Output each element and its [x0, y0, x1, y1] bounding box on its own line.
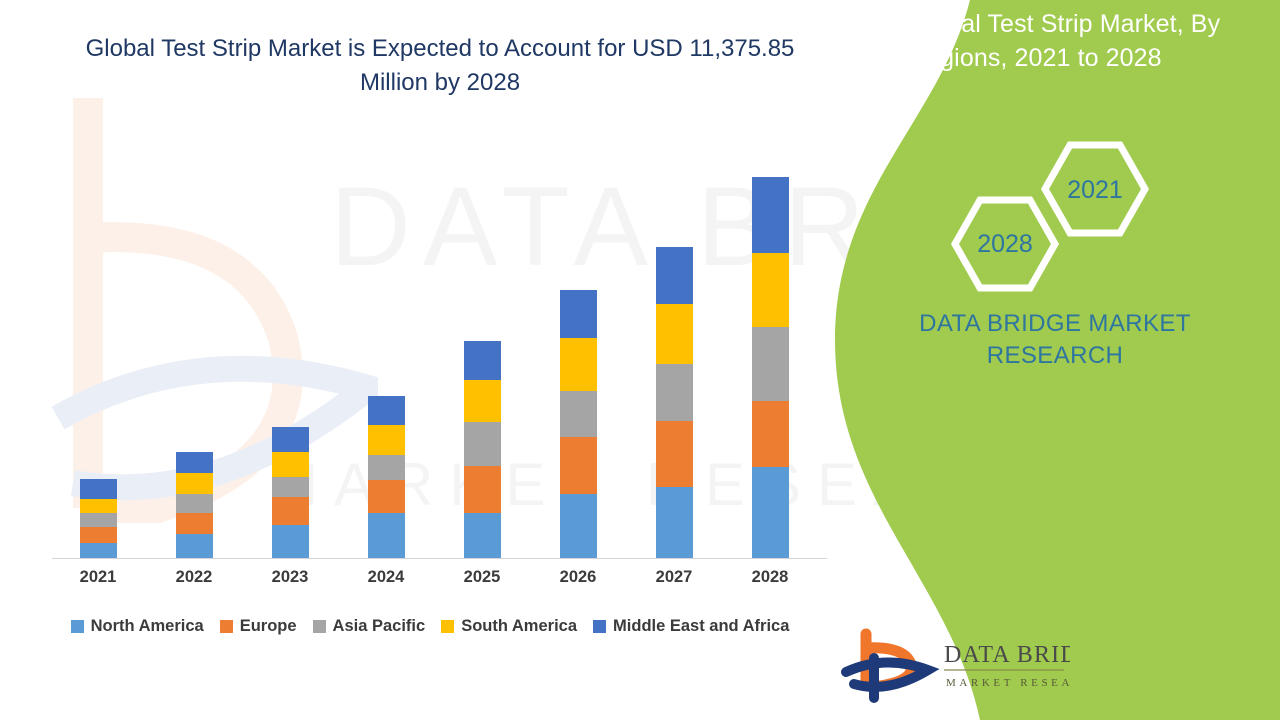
logo-primary-text: DATA BRIDGE	[944, 642, 1070, 668]
bar-segment-north-america	[272, 525, 309, 558]
x-tick-2028: 2028	[751, 568, 789, 586]
legend-item-asia-pacific[interactable]: Asia Pacific	[312, 617, 426, 636]
bar-segment-middle-east-and-africa	[80, 479, 117, 499]
bar-segment-europe	[272, 497, 309, 525]
legend-swatch-icon	[593, 620, 607, 633]
bar-2023	[272, 427, 309, 558]
bar-segment-europe	[80, 527, 117, 543]
bar-segment-south-america	[80, 499, 117, 513]
x-tick-2025: 2025	[463, 568, 501, 586]
bar-segment-north-america	[752, 467, 789, 558]
x-tick-2021: 2021	[79, 568, 117, 586]
bar-segment-asia-pacific	[560, 391, 597, 437]
hexagon-back-label: 2028	[977, 230, 1033, 258]
legend-swatch-icon	[219, 620, 233, 633]
brand-name: DATA BRIDGE MARKET RESEARCH	[919, 310, 1191, 370]
x-axis-line	[52, 558, 827, 559]
bar-segment-south-america	[464, 380, 501, 422]
bar-segment-europe	[368, 480, 405, 513]
bar-segment-north-america	[368, 513, 405, 558]
dbmr-logo: DATA BRIDGE MARKET RESEARCH	[840, 628, 1070, 704]
hexagon-badges: 2028 2021	[892, 130, 1232, 295]
x-axis-labels: 2021 2022 2023 2024 2025 2026 2027 2028	[0, 568, 860, 596]
legend-label: Asia Pacific	[332, 617, 426, 635]
bar-segment-asia-pacific	[176, 494, 213, 513]
bar-segment-europe	[176, 513, 213, 534]
hexagon-back-shape	[950, 196, 1060, 292]
chart-legend: North America Europe Asia Pacific South Ame…	[0, 617, 860, 636]
bar-segment-asia-pacific	[368, 455, 405, 480]
bar-segment-middle-east-and-africa	[176, 452, 213, 473]
bar-segment-north-america	[464, 513, 501, 558]
bar-segment-north-america	[176, 534, 213, 558]
hexagon-front-label: 2021	[1067, 176, 1123, 204]
x-tick-2026: 2026	[559, 568, 597, 586]
x-tick-2024: 2024	[367, 568, 405, 586]
bar-segment-middle-east-and-africa	[272, 427, 309, 452]
bar-segment-south-america	[368, 425, 405, 455]
legend-swatch-icon	[441, 620, 455, 633]
legend-label: South America	[461, 617, 578, 635]
x-tick-2022: 2022	[175, 568, 213, 586]
legend-item-south-america[interactable]: South America	[441, 617, 577, 636]
bar-segment-south-america	[272, 452, 309, 477]
stacked-bar-chart: 2021 2022 2023 2024 2025 2026 2027 2028 North A…	[0, 177, 860, 636]
bar-segment-europe	[464, 466, 501, 513]
bar-segment-middle-east-and-africa	[560, 290, 597, 338]
bar-segment-asia-pacific	[464, 422, 501, 466]
legend-item-north-america[interactable]: North America	[70, 617, 204, 636]
bar-segment-europe	[656, 421, 693, 487]
bar-2026	[560, 290, 597, 558]
bar-2028	[752, 177, 789, 558]
bar-segment-europe	[752, 401, 789, 467]
legend-label: North America	[90, 617, 204, 635]
legend-item-europe[interactable]: Europe	[219, 617, 297, 636]
bar-segment-asia-pacific	[272, 477, 309, 497]
legend-swatch-icon	[312, 620, 326, 633]
bar-segment-south-america	[752, 253, 789, 327]
logo-secondary-text: MARKET RESEARCH	[946, 677, 1070, 689]
bar-segment-middle-east-and-africa	[464, 341, 501, 380]
hexagon-front-shape	[1040, 141, 1150, 237]
bar-segment-middle-east-and-africa	[368, 396, 405, 425]
bar-segment-asia-pacific	[656, 364, 693, 421]
bar-segment-south-america	[656, 304, 693, 364]
bar-segment-south-america	[176, 473, 213, 494]
bar-segment-asia-pacific	[80, 513, 117, 527]
bar-2022	[176, 452, 213, 558]
bar-segment-north-america	[560, 494, 597, 558]
bar-2027	[656, 247, 693, 558]
legend-swatch-icon	[70, 620, 84, 633]
bar-2024	[368, 396, 405, 558]
panel-background-shape	[835, 0, 1280, 720]
legend-item-middle-east-and-africa[interactable]: Middle East and Africa	[593, 617, 789, 636]
bar-segment-north-america	[80, 543, 117, 558]
brand-panel: Global Test Strip Market, By Regions, 20…	[830, 0, 1280, 720]
bar-segment-europe	[560, 437, 597, 494]
legend-label: Middle East and Africa	[613, 617, 790, 635]
hexagon-icons: 2028 2021	[950, 141, 1150, 292]
x-tick-2023: 2023	[271, 568, 309, 586]
page-title: Global Test Strip Market is Expected to …	[85, 35, 795, 97]
legend-label: Europe	[239, 617, 297, 635]
x-tick-2027: 2027	[655, 568, 693, 586]
bar-segment-south-america	[560, 338, 597, 391]
bar-segment-middle-east-and-africa	[752, 177, 789, 253]
panel-title: Global Test Strip Market, By Regions, 20…	[908, 10, 1221, 72]
bar-segment-north-america	[656, 487, 693, 558]
bar-segment-asia-pacific	[752, 327, 789, 401]
bar-2021	[80, 479, 117, 558]
dbmr-logo-icon: DATA BRIDGE MARKET RESEARCH	[841, 628, 1070, 703]
bar-segment-middle-east-and-africa	[656, 247, 693, 304]
bar-2025	[464, 341, 501, 558]
